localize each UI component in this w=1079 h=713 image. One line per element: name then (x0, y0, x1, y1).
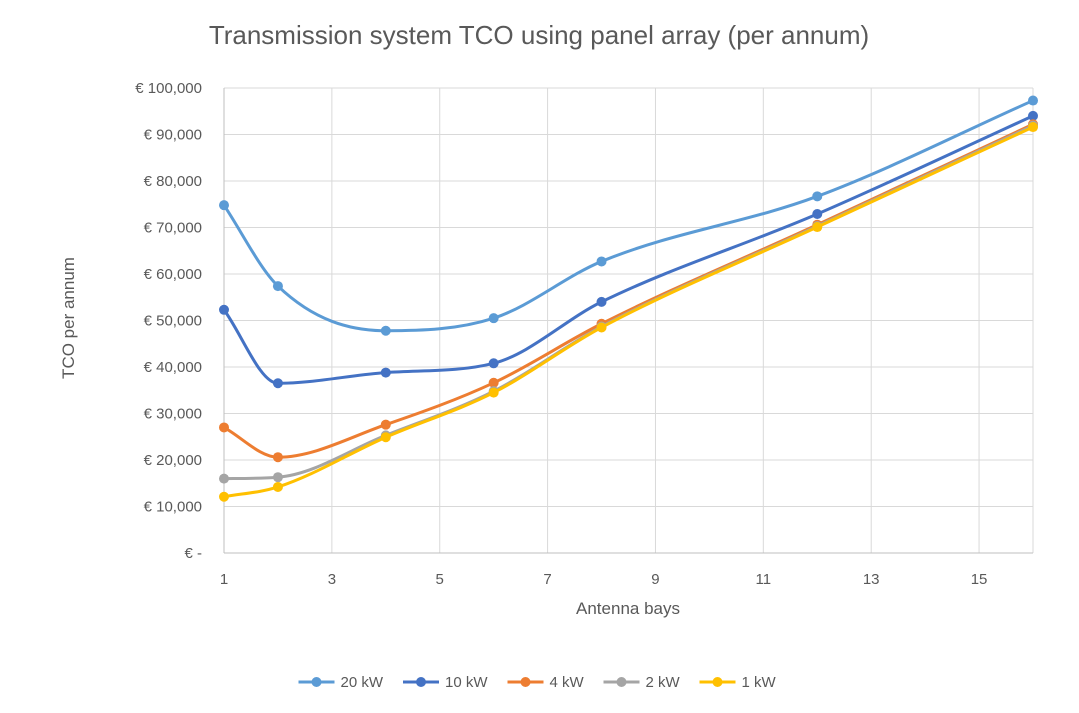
series-10-kw (219, 110, 1038, 389)
legend-swatch-marker (616, 677, 627, 687)
data-point (272, 481, 283, 492)
data-point (488, 377, 499, 388)
data-point (272, 452, 283, 463)
data-point (488, 358, 499, 369)
data-point (219, 491, 229, 502)
legend-item: 10 kW (403, 674, 488, 691)
series-20-kw (219, 95, 1038, 336)
data-point (1028, 122, 1038, 133)
y-tick-label: € 50,000 (144, 313, 202, 330)
data-point (219, 473, 229, 484)
y-axis-title: TCO per annum (59, 257, 78, 379)
y-tick-label: € 30,000 (144, 406, 202, 423)
x-tick-label: 7 (543, 571, 551, 588)
y-tick-label: € - (184, 545, 202, 562)
gridlines (223, 87, 1034, 554)
y-tick-label: € 40,000 (144, 359, 202, 376)
legend-label: 20 kW (341, 674, 384, 691)
y-tick-label: € 70,000 (144, 220, 202, 237)
legend-swatch-marker (311, 677, 322, 687)
y-tick-label: € 20,000 (144, 452, 202, 469)
legend-label: 4 kW (550, 674, 585, 691)
legend: 20 kW 10 kW 4 kW 2 kW 1 kW (298, 674, 777, 691)
data-point (812, 191, 823, 202)
data-point (812, 209, 823, 220)
legend-label: 1 kW (742, 674, 777, 691)
data-point (380, 367, 391, 378)
x-axis-title: Antenna bays (576, 599, 680, 618)
data-point (596, 296, 607, 307)
legend-swatch-marker (520, 677, 531, 687)
legend-swatch-marker (712, 677, 723, 687)
legend-item: 1 kW (699, 674, 777, 691)
x-tick-label: 13 (863, 571, 880, 588)
y-tick-label: € 100,000 (135, 80, 202, 97)
data-point (219, 304, 229, 315)
data-point (1028, 95, 1038, 106)
data-point (380, 325, 391, 336)
x-tick-label: 1 (220, 571, 228, 588)
x-tick-label: 3 (328, 571, 336, 588)
data-point (380, 419, 391, 430)
y-tick-label: € 80,000 (144, 173, 202, 190)
series-line (222, 99, 1035, 333)
legend-item: 4 kW (507, 674, 585, 691)
data-point (272, 472, 283, 483)
data-point (272, 378, 283, 389)
x-axis-ticks: 1 3 5 7 9 11 13 15 (220, 571, 988, 588)
legend-label: 10 kW (445, 674, 488, 691)
y-tick-label: € 10,000 (144, 499, 202, 516)
x-tick-label: 11 (756, 571, 772, 588)
data-point (1028, 110, 1038, 121)
y-tick-label: € 60,000 (144, 266, 202, 283)
series-line (222, 114, 1035, 385)
series-line (222, 125, 1035, 499)
series-line (222, 124, 1035, 481)
data-point (272, 281, 283, 292)
x-tick-label: 9 (651, 571, 659, 588)
x-tick-label: 15 (971, 571, 988, 588)
y-axis-ticks: € - € 10,000 € 20,000 € 30,000 € 40,000 € 50,… (135, 80, 202, 562)
chart-title: Transmission system TCO using panel arra… (209, 20, 869, 50)
legend-item: 20 kW (298, 674, 384, 691)
data-point (596, 322, 607, 333)
data-point (488, 313, 499, 324)
data-point (488, 387, 499, 398)
series-1-kw (219, 122, 1038, 502)
y-tick-label: € 90,000 (144, 127, 202, 144)
data-point (596, 256, 607, 267)
legend-label: 2 kW (646, 674, 681, 691)
series-2-kw (219, 120, 1038, 484)
data-point (380, 432, 391, 443)
x-tick-label: 5 (436, 571, 444, 588)
data-point (219, 200, 229, 211)
series-layer (219, 95, 1038, 502)
data-point (219, 422, 229, 433)
data-point (812, 222, 823, 233)
legend-item: 2 kW (603, 674, 681, 691)
legend-swatch-marker (416, 677, 426, 687)
